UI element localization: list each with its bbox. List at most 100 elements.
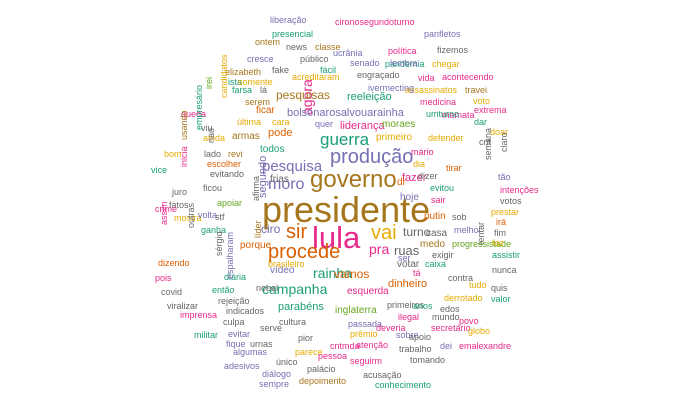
cloud-word: senado [350,58,380,68]
cloud-word: evitar [228,329,251,339]
cloud-word: acontecendo [442,72,494,82]
cloud-word: faz [492,238,505,248]
cloud-word: afirma [251,175,261,201]
cloud-word: frias [270,174,289,185]
cloud-word: atenção [356,340,389,350]
cloud-word: defender [428,133,464,143]
cloud-word: indicados [226,306,265,316]
cloud-word: anos [413,301,433,311]
cloud-word: assassinatos [405,85,458,95]
cloud-word: viu [201,123,213,133]
cloud-word: lado [204,149,222,159]
cloud-word: evitou [430,183,455,193]
cloud-word: somente [238,77,273,87]
cloud-word: mostra [174,213,202,223]
cloud-word: ruas [394,243,420,258]
cloud-word: ficou [203,183,223,193]
cloud-word: tão [498,172,511,182]
cloud-word: queda [181,109,207,119]
cloud-word: depoimento [299,376,347,386]
cloud-word: adesivos [224,361,260,371]
cloud-word: covid [161,287,183,297]
cloud-word: seguirm [350,356,383,366]
cloud-word: ilegal [398,312,420,322]
cloud-word: claro [499,132,509,152]
cloud-word: esquerda [347,286,389,297]
cloud-word: doar [490,127,509,137]
cloud-word: cresce [247,54,274,64]
cloud-word: hoje [400,192,419,203]
cloud-word: ganha [201,225,227,235]
cloud-word: diária [224,272,247,282]
cloud-word: cironosegundoturno [335,17,415,27]
cloud-word: primeiros [387,300,425,310]
cloud-word: bolsonarosalvouarainha [287,107,404,119]
cloud-word: escolher [207,159,242,169]
cloud-word: voto [473,96,491,106]
cloud-word: juro [172,187,188,197]
cloud-word: assim [159,201,169,225]
cloud-word: progressistade [452,239,512,249]
cloud-word: fique [226,339,246,349]
cloud-word: fake [272,65,290,75]
cloud-word: nobel [256,283,279,293]
cloud-word: ainda [203,133,226,143]
cloud-word: tudo [469,280,487,290]
cloud-word: prestar [491,207,520,217]
cloud-word: pra [369,241,390,257]
cloud-word: fim [494,228,506,238]
cloud-word: cultura [279,317,307,327]
cloud-word: exigir [432,250,454,260]
cloud-word: casa [426,228,448,239]
cloud-word: dia [413,159,426,169]
cloud-word: extrema [474,105,507,115]
cloud-word: irá [496,217,507,227]
cloud-word: guerra [320,130,370,149]
cloud-word: liderança [340,120,385,132]
cloud-word: povo [459,316,479,326]
cloud-word: emalexandre [459,341,512,351]
cloud-word: cara [272,117,290,127]
cloud-word: urnas [250,339,273,349]
cloud-word: dei [440,341,453,351]
cloud-word: volta [198,210,218,220]
cloud-word: inicia [179,146,189,167]
cloud-word: revi [228,149,243,159]
cloud-word: edos [440,304,460,314]
cloud-word: nunca [492,265,517,275]
cloud-word: última [237,117,262,127]
cloud-word: pois [155,273,172,283]
cloud-word: elizabeth [225,67,262,77]
cloud-word: ser [398,253,411,263]
cloud-word: ucrânia [333,48,363,58]
cloud-word: votos [500,196,522,206]
cloud-word: cntmda [330,341,360,351]
cloud-word: vice [151,165,168,175]
cloud-word: contra [448,273,474,283]
cloud-word: deveria [376,323,406,333]
cloud-word: nao [206,127,216,143]
cloud-word: tá [413,268,421,278]
cloud-word: dr [397,177,406,188]
cloud-word: news [286,42,308,52]
cloud-word: porque [240,240,272,251]
cloud-word: sérgio [214,231,224,256]
cloud-word: pode [268,127,293,139]
cloud-word: mundo [432,312,460,322]
cloud-word: prêmio [350,329,378,339]
cloud-word: putin [424,211,446,222]
cloud-word: classe [315,42,341,52]
cloud-word: procede [268,241,341,263]
cloud-word: umturno [426,109,460,119]
cloud-word: vamos [334,267,370,281]
cloud-word: pior [298,333,314,343]
cloud-word: brasileiro [268,259,305,269]
cloud-word: stf [215,212,225,222]
cloud-word: vídeo [270,265,295,276]
cloud-word: mário [411,147,434,157]
cloud-word: engraçado [357,70,400,80]
cloud-word: quis [491,283,508,293]
cloud-word: militar [194,330,218,340]
cloud-word: armas [232,131,260,142]
